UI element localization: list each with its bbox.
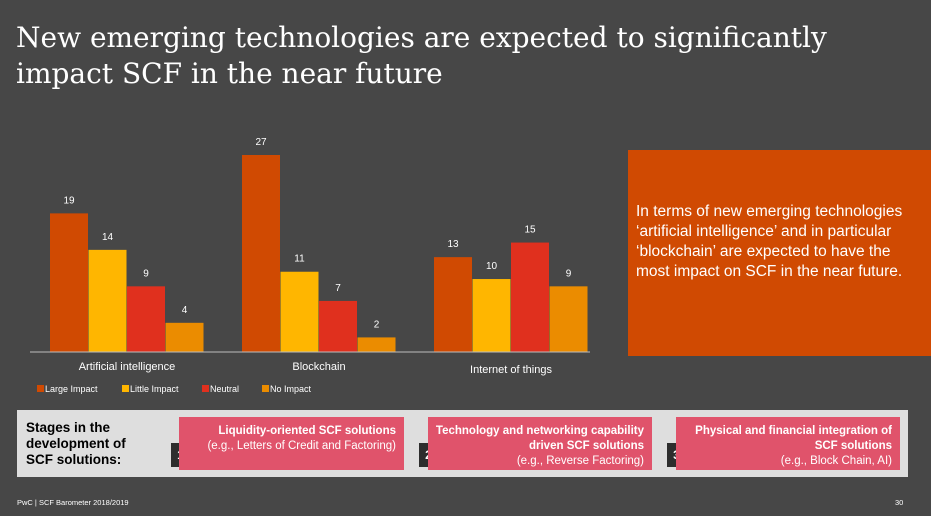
data-label-no-impact-2: 2	[374, 319, 380, 330]
legend-swatch-neutral	[202, 385, 209, 392]
stage-box-1: Liquidity-oriented SCF solutions (e.g., …	[179, 417, 404, 470]
bar-no-impact-3	[549, 286, 588, 352]
stage-example-3: (e.g., Block Chain, AI)	[780, 455, 892, 467]
stage-example-2: (e.g., Reverse Factoring)	[516, 455, 644, 467]
stages-panel: Stages in the development of SCF solutio…	[17, 410, 908, 477]
data-label-large-impact-1: 19	[63, 195, 75, 206]
stage-heading-2: Technology and networking capability dri…	[435, 425, 644, 452]
category-label-1: Artificial intelligence	[79, 361, 176, 373]
legend-label-neutral: Neutral	[210, 384, 239, 394]
data-label-little-impact-3: 10	[486, 261, 498, 272]
bar-no-impact-2	[357, 337, 396, 352]
data-label-little-impact-2: 11	[294, 254, 305, 265]
bar-neutral-1	[127, 286, 165, 352]
legend-swatch-no-impact	[262, 385, 269, 392]
bar-neutral-2	[319, 300, 357, 352]
stage-example-1: (e.g., Letters of Credit and Factoring)	[207, 440, 396, 452]
data-label-large-impact-3: 13	[447, 239, 459, 250]
legend-swatch-little-impact	[122, 385, 129, 392]
stages-label: Stages in the development of SCF solutio…	[26, 420, 126, 467]
page-title: New emerging technologies are expected t…	[16, 21, 827, 90]
data-label-large-impact-2: 27	[255, 137, 267, 148]
stage-heading-1: Liquidity-oriented SCF solutions	[218, 425, 396, 437]
data-label-no-impact-1: 4	[182, 305, 188, 316]
stage-box-2: Technology and networking capability dri…	[428, 417, 652, 470]
bar-chart: 19 14 9 4 Artificial intelligence 27 11 7 2 Block…	[30, 137, 590, 394]
data-label-little-impact-1: 14	[102, 232, 114, 243]
stage-heading-3: Physical and financial integration of SC…	[695, 425, 892, 452]
footer-source: PwC | SCF Barometer 2018/2019	[17, 498, 129, 507]
legend-label-little-impact: Little Impact	[130, 384, 179, 394]
legend-swatch-large-impact	[37, 385, 44, 392]
data-label-neutral-2: 7	[335, 283, 341, 294]
category-label-2: Blockchain	[292, 361, 345, 373]
bar-little-impact-3	[472, 279, 511, 352]
stage-box-3: Physical and financial integration of SC…	[676, 417, 900, 470]
data-label-neutral-1: 9	[143, 268, 149, 279]
callout-box: In terms of new emerging technologies ‘a…	[628, 150, 931, 356]
category-label-3: Internet of things	[470, 364, 552, 376]
data-label-no-impact-3: 9	[566, 268, 572, 279]
legend-label-large-impact: Large Impact	[45, 384, 98, 394]
data-label-neutral-3: 15	[524, 225, 536, 236]
bar-little-impact-2	[280, 271, 319, 352]
legend-label-no-impact: No Impact	[270, 384, 312, 394]
bar-large-impact-3	[434, 257, 472, 352]
bar-neutral-3	[511, 242, 549, 352]
bar-large-impact-1	[50, 213, 88, 352]
page-number: 30	[895, 498, 904, 507]
callout-text: In terms of new emerging technologies ‘a…	[636, 203, 903, 280]
bar-little-impact-1	[88, 249, 127, 352]
bar-large-impact-2	[242, 155, 280, 352]
bar-no-impact-1	[165, 322, 204, 352]
